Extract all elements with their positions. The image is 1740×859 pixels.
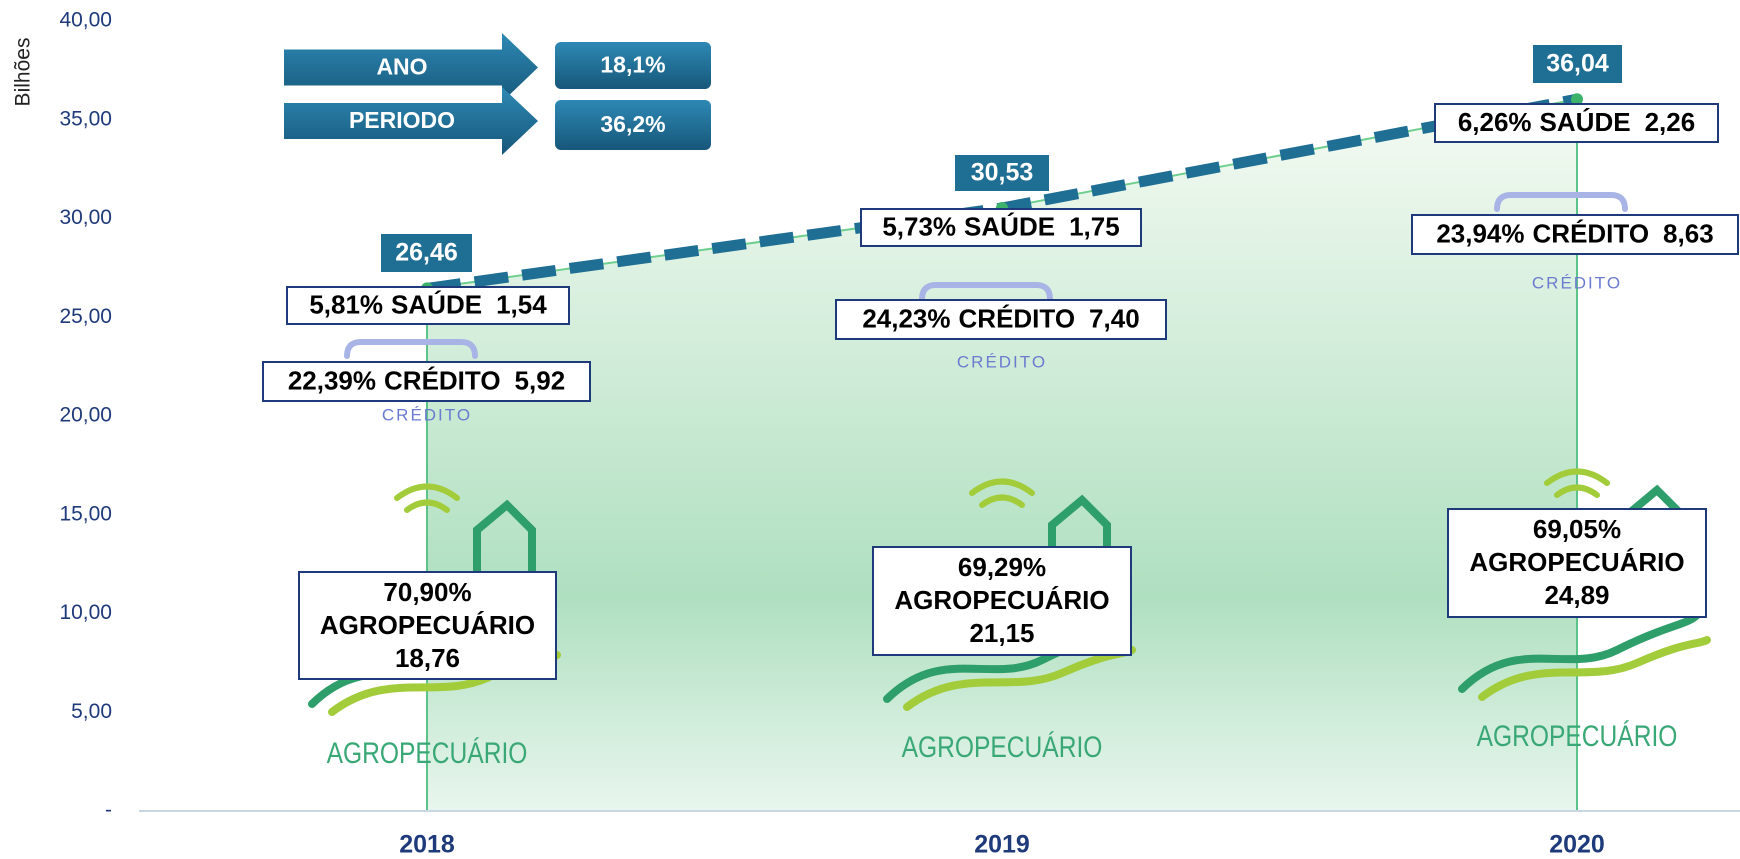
value-label: 30,53: [971, 159, 1034, 187]
segment-share: 5,73%: [882, 211, 956, 241]
segment-name: SAÚDE: [1540, 107, 1631, 137]
growth-label: ANO: [376, 54, 427, 80]
segment-name: AGROPECUÁRIO: [320, 610, 535, 640]
icon-label: AGROPECUÁRIO: [1477, 719, 1678, 753]
y-tick-label: 30,00: [59, 206, 112, 229]
segment-value: 24,89: [1544, 580, 1609, 610]
y-tick-label: 10,00: [59, 601, 112, 624]
segment-share: 22,39%: [288, 365, 376, 395]
y-tick-label: -: [105, 799, 112, 822]
segment-share: 5,81%: [309, 289, 383, 319]
x-tick-label: 2019: [974, 831, 1030, 859]
segment-share: 69,29%: [958, 552, 1046, 582]
segment-value: 1,54: [496, 289, 547, 319]
segment-name: CRÉDITO: [959, 303, 1076, 333]
segment-name: AGROPECUÁRIO: [1469, 547, 1684, 577]
icon-label: CRÉDITO: [1532, 273, 1622, 292]
segment-share: 24,23%: [862, 303, 950, 333]
segment-name: AGROPECUÁRIO: [894, 585, 1109, 615]
segment-share: 23,94%: [1436, 218, 1524, 248]
segment-label: 6,26% SAÚDE 2,26: [1458, 107, 1695, 137]
segment-name: CRÉDITO: [1533, 218, 1650, 248]
segment-value: 18,76: [395, 643, 460, 673]
segment-label: 24,23% CRÉDITO 7,40: [862, 303, 1139, 333]
y-tick-label: 20,00: [59, 404, 112, 427]
segment-label: 5,73% SAÚDE 1,75: [882, 211, 1119, 241]
segment-value: 7,40: [1089, 303, 1140, 333]
y-tick-label: 25,00: [59, 305, 112, 328]
segment-value: 5,92: [515, 365, 566, 395]
value-label: 36,04: [1546, 50, 1609, 78]
y-tick-label: 35,00: [59, 107, 112, 130]
value-label: 26,46: [395, 239, 458, 267]
segment-name: CRÉDITO: [384, 365, 501, 395]
y-axis-label: Bilhões: [12, 38, 35, 107]
segment-label: 5,81% SAÚDE 1,54: [309, 289, 547, 319]
segment-value: 1,75: [1069, 211, 1120, 241]
segment-label: 22,39% CRÉDITO 5,92: [288, 365, 565, 395]
y-tick-label: 40,00: [59, 9, 112, 32]
icon-label: CRÉDITO: [382, 405, 472, 424]
segment-share: 70,90%: [383, 577, 471, 607]
segment-share: 69,05%: [1533, 514, 1621, 544]
segment-value: 8,63: [1663, 218, 1714, 248]
segment-value: 21,15: [969, 618, 1034, 648]
segment-name: SAÚDE: [964, 211, 1055, 241]
x-tick-label: 2020: [1549, 831, 1605, 859]
growth-value: 18,1%: [600, 52, 665, 78]
icon-label: CRÉDITO: [957, 352, 1047, 371]
icon-label: AGROPECUÁRIO: [902, 730, 1103, 764]
x-tick-label: 2018: [399, 831, 455, 859]
icon-label: AGROPECUÁRIO: [327, 736, 528, 770]
page: Bilhões CRÉDITO AGROPECUÁRIO CRÉDITO AGROPE…: [0, 0, 1740, 859]
growth-value: 36,2%: [600, 111, 665, 137]
segment-value: 2,26: [1645, 107, 1696, 137]
y-tick-label: 15,00: [59, 502, 112, 525]
segment-name: SAÚDE: [391, 289, 482, 319]
growth-label: PERIODO: [349, 107, 455, 133]
chart: Bilhões CRÉDITO AGROPECUÁRIO CRÉDITO AGROPE…: [0, 0, 1740, 859]
segment-label: 23,94% CRÉDITO 8,63: [1436, 218, 1713, 248]
y-tick-label: 5,00: [71, 700, 112, 723]
segment-share: 6,26%: [1458, 107, 1532, 137]
